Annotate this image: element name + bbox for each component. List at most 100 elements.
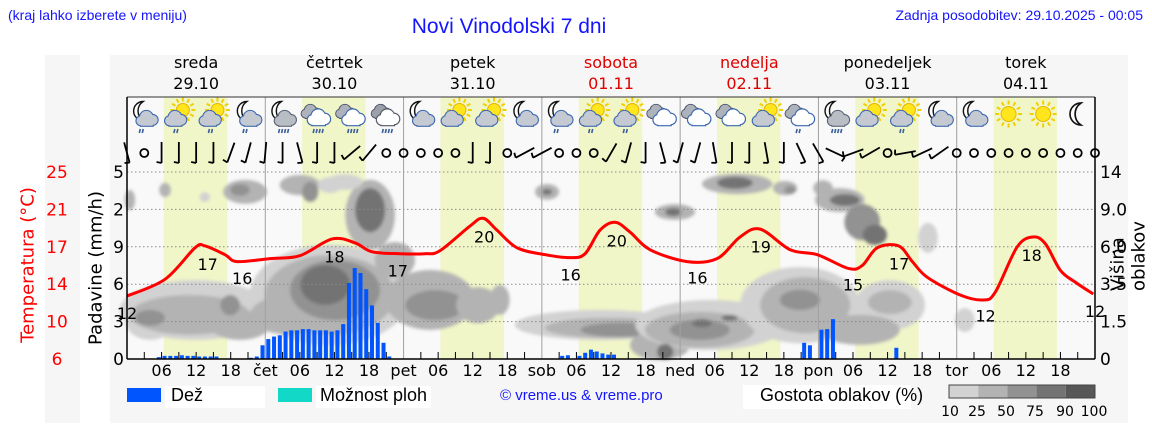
x-hour-label: 06	[981, 361, 1001, 380]
rain-bar	[300, 329, 305, 359]
barb-staff	[930, 145, 949, 160]
x-hour-label: 06	[151, 361, 171, 380]
wind-barb-icon	[640, 142, 647, 164]
cloud-rain-light-icon	[784, 103, 816, 134]
x-hour-label: 18	[1050, 361, 1070, 380]
calm-wind-icon	[951, 148, 962, 158]
wind-barb-icon	[190, 142, 198, 164]
wind-barb-icon	[123, 142, 131, 164]
day-date: 31.10	[449, 74, 496, 93]
wind-barb-icon	[744, 142, 751, 164]
cloud-blob	[779, 289, 821, 311]
cloud-density-scale-label: 75	[1026, 404, 1044, 420]
cloud-density-scale-label: 90	[1056, 404, 1074, 420]
location-hint-link[interactable]: (kraj lahko izberete v meniju)	[8, 7, 187, 23]
sun-cloud-rain-light-icon	[198, 97, 230, 134]
temperature-label: 17	[388, 262, 408, 281]
rain-tick: 9	[113, 238, 124, 258]
barb-staff	[343, 145, 361, 161]
rain-bar	[295, 330, 300, 359]
x-hour-label: 18	[359, 361, 379, 380]
copyright-link[interactable]: © vreme.us & vreme.pro	[500, 387, 663, 404]
cloud-blob	[820, 314, 900, 345]
wind-barb-icon	[841, 148, 864, 158]
wind-barb-icon	[311, 142, 319, 164]
cloud-height-tick: 1.5	[1100, 313, 1127, 333]
barb-flag	[208, 161, 214, 164]
cloud-density-scale-label: 25	[968, 404, 986, 420]
rain-bar	[174, 355, 179, 359]
barb-flag	[859, 152, 863, 159]
rain-bar	[588, 349, 593, 359]
temperature-label: 12	[975, 306, 995, 325]
rain-bar	[807, 345, 812, 359]
sun-cloud-icon	[440, 97, 472, 127]
temperature-curve	[126, 216, 1095, 302]
barb-flag	[277, 161, 283, 164]
calm-wind-icon	[1020, 148, 1031, 158]
calm-wind-icon	[1003, 148, 1014, 158]
sun-cloud-rain-light-icon	[578, 97, 611, 134]
cloud-blob	[862, 224, 887, 245]
temperature-tick: 10	[46, 313, 68, 333]
barb-staff	[515, 147, 535, 159]
x-hour-label: 12	[463, 361, 483, 380]
rain-bar	[606, 354, 611, 359]
calm-wind-icon	[1090, 148, 1100, 158]
wind-barb-icon	[173, 142, 180, 164]
barb-flag	[329, 161, 335, 164]
wind-barb-icon	[222, 142, 236, 164]
rain-bar	[612, 354, 616, 359]
day-header: nedelja 02.11	[680, 52, 818, 94]
barb-staff	[532, 147, 552, 159]
wind-barb-icon	[156, 142, 163, 164]
calm-wind-icon	[450, 148, 461, 158]
rain-axis-title: Padavine (mm/h)	[85, 191, 107, 345]
temperature-axis-title: Temperatura (°C)	[17, 187, 39, 343]
cloud-blob	[541, 188, 553, 195]
day-name: četrtek	[305, 53, 363, 72]
calm-wind-icon	[969, 148, 979, 158]
barb-staff	[361, 143, 377, 162]
rain-bars	[156, 267, 899, 359]
cloud-blob	[717, 176, 753, 189]
x-hour-label: 06	[843, 361, 863, 380]
calm-wind-icon	[554, 148, 565, 158]
cloud-blob	[302, 181, 319, 202]
sun-cloud-rain-light-icon	[889, 97, 922, 134]
cloud-density-scale-label: 100	[1081, 404, 1108, 420]
x-hour-label: 12	[877, 361, 897, 380]
temperature-tick: 17	[46, 238, 68, 258]
barb-flag	[340, 154, 345, 160]
day-header: petek 31.10	[404, 52, 542, 94]
rain-bar	[346, 282, 351, 359]
wind-barb-icon	[240, 142, 252, 164]
legend-rain-box	[165, 386, 265, 408]
last-updated: Zadnja posodobitev: 29.10.2025 - 00:05	[895, 7, 1143, 23]
barb-staff	[825, 147, 846, 159]
barb-flag	[689, 159, 696, 164]
barb-flag	[818, 160, 824, 165]
cloud-rain-heavy-icon	[300, 103, 332, 134]
barb-flag	[778, 161, 785, 164]
rain-bar	[266, 339, 271, 359]
barb-staff	[693, 142, 702, 163]
rain-bar	[375, 322, 380, 359]
cloud-blob	[813, 180, 833, 196]
barb-flag	[190, 161, 197, 164]
rain-bar	[323, 330, 328, 359]
left-panel	[45, 55, 80, 423]
x-hour-label: 12	[324, 361, 344, 380]
barb-staff	[659, 142, 667, 163]
cloud-blob	[669, 319, 730, 340]
barb-staff	[843, 148, 864, 158]
wind-barb-icon	[601, 143, 618, 163]
calm-wind-icon	[381, 148, 392, 158]
rain-bar	[600, 353, 605, 359]
calm-wind-icon	[571, 148, 582, 158]
barb-flag	[711, 161, 717, 164]
rain-bar	[335, 330, 340, 359]
temperature-label: 15	[843, 275, 863, 294]
barb-flag	[124, 161, 130, 164]
